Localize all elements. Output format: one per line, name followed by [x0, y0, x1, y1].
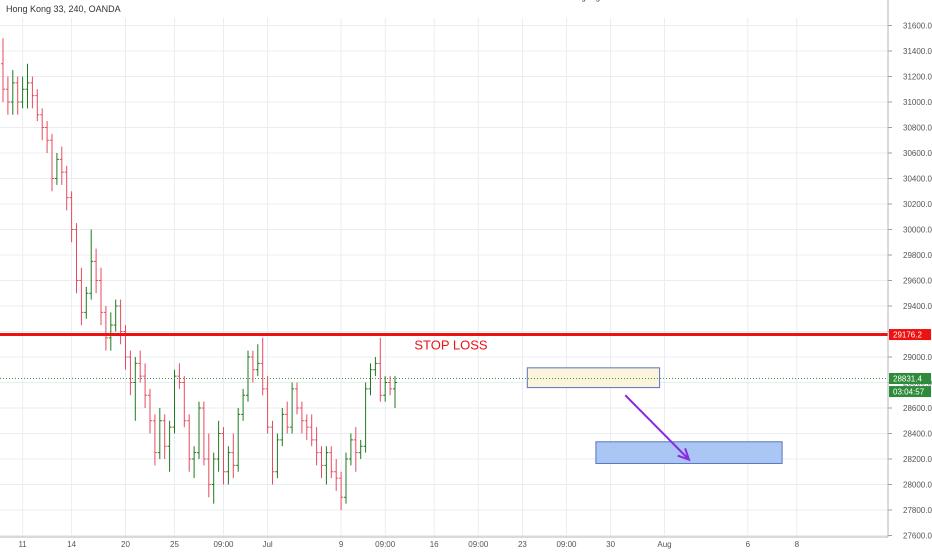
time-tick-label: 8 — [795, 540, 800, 549]
time-tick-label: 09:00 — [556, 540, 577, 549]
time-tick-label: 20 — [121, 540, 130, 549]
annotation-box — [595, 441, 783, 464]
price-axis[interactable]: 27600.0 27800.0 28000.0 28200.0 28400.0 28600… — [887, 0, 932, 541]
price-tick-label: 30200.0 — [903, 200, 932, 209]
time-tick-label: 9 — [339, 540, 344, 549]
time-tick-label: Aug — [657, 540, 671, 549]
price-tick-label: 29800.0 — [903, 251, 932, 260]
time-tick-label: 6 — [746, 540, 751, 549]
price-tick-label: 28200.0 — [903, 455, 932, 464]
candle-layer — [1, 38, 397, 510]
annotation-layer — [526, 367, 783, 464]
time-axis[interactable]: 11 14 20 25 09:00 Jul 9 09:00 16 09:00 23 09:00 30 Au… — [0, 536, 888, 549]
trend-arrow-head — [677, 447, 691, 462]
stop-loss-label: STOP LOSS — [414, 338, 488, 353]
price-tag-label: 28831.4 — [893, 374, 922, 383]
time-tick-label: 25 — [170, 540, 179, 549]
price-tick-label: 27600.0 — [903, 532, 932, 541]
price-tick-label: 31000.0 — [903, 98, 932, 107]
time-tick-label: Jul — [262, 540, 272, 549]
price-tag-label: 29176.2 — [893, 331, 922, 340]
trend-arrow-line — [624, 394, 690, 461]
time-tick-label: 30 — [606, 540, 615, 549]
annotation-box — [526, 367, 661, 389]
price-tick-label: 27800.0 — [903, 506, 932, 515]
price-tick-label: 28400.0 — [903, 430, 932, 439]
price-tick-label: 28000.0 — [903, 481, 932, 490]
time-tick-label: 14 — [67, 540, 76, 549]
time-tick-label: 23 — [518, 540, 527, 549]
time-tick-label: 11 — [18, 540, 27, 549]
time-tick-label: 09:00 — [468, 540, 489, 549]
price-tick-label: 28600.0 — [903, 404, 932, 413]
price-tick-label: 29000.0 — [903, 353, 932, 362]
time-tick-label: 09:00 — [213, 540, 234, 549]
price-tick-label: 30800.0 — [903, 124, 932, 133]
price-tick-label: 31600.0 — [903, 22, 932, 31]
price-tag-label: 03:04:57 — [893, 388, 925, 397]
price-tick-label: 31400.0 — [903, 47, 932, 56]
price-tick-label: 29600.0 — [903, 277, 932, 286]
swing-high-label: Swing High — [564, 0, 604, 2]
price-tick-label: 29400.0 — [903, 302, 932, 311]
horizontal-lines: STOP LOSS — [0, 333, 888, 379]
time-tick-label: 09:00 — [375, 540, 396, 549]
price-tag — [889, 386, 931, 398]
price-tick-label: 30000.0 — [903, 226, 932, 235]
price-tick-label: 30600.0 — [903, 149, 932, 158]
time-tick-label: 16 — [430, 540, 439, 549]
price-tick-label: 31200.0 — [903, 73, 932, 82]
chart-title: Hong Kong 33, 240, OANDA — [6, 4, 121, 14]
price-tick-label: 30400.0 — [903, 175, 932, 184]
price-tag — [889, 329, 931, 341]
price-tag — [889, 372, 931, 384]
annotation-front-layer: Swing High — [564, 0, 691, 462]
